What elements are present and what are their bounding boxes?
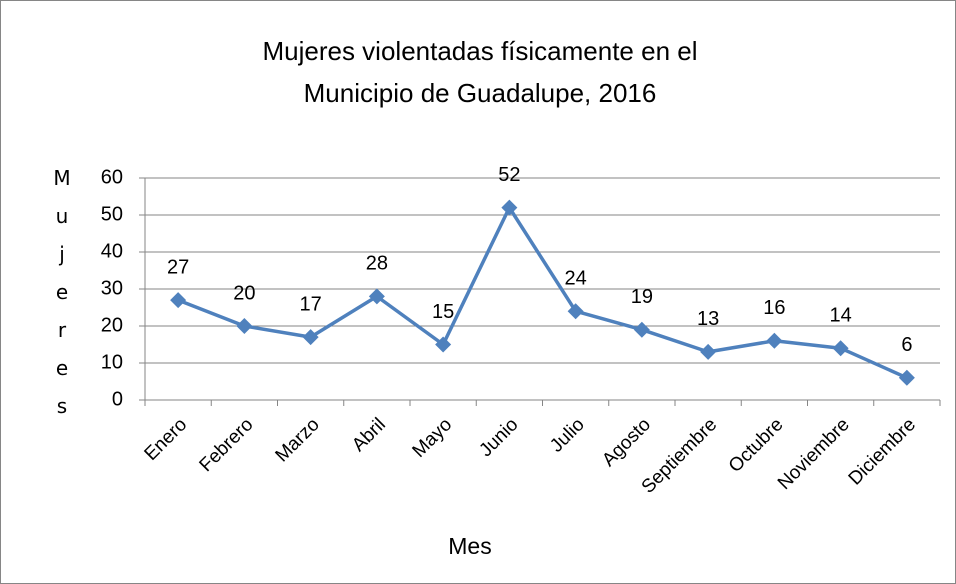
y-tick-label: 0	[112, 388, 123, 410]
x-axis-label: Mes	[448, 533, 491, 559]
x-tick-label: Octubre	[725, 414, 788, 477]
x-tick-label: Marzo	[272, 414, 324, 466]
data-label: 6	[901, 334, 912, 356]
data-point	[633, 321, 650, 338]
y-tick-label: 50	[101, 203, 123, 225]
data-point	[700, 343, 717, 360]
x-tick-label: Agosto	[598, 414, 655, 471]
data-point	[567, 303, 584, 320]
data-point	[501, 199, 518, 216]
chart-title: Mujeres violentadas físicamente en el Mu…	[262, 36, 698, 108]
data-label: 52	[498, 164, 520, 186]
data-point	[766, 332, 783, 349]
data-point	[236, 318, 253, 334]
x-tick-label: Mayo	[408, 414, 456, 462]
x-tick-label: Julio	[546, 414, 588, 456]
data-point	[832, 340, 849, 357]
data-point	[368, 288, 385, 305]
y-tick-label: 30	[101, 277, 123, 299]
data-label: 13	[697, 308, 719, 330]
y-tick-label: 10	[101, 351, 123, 373]
data-label: 16	[763, 297, 785, 319]
data-label: 27	[167, 256, 189, 278]
x-tick-label: Abril	[348, 414, 390, 456]
x-tick-label: Enero	[141, 414, 192, 465]
data-label: 24	[565, 267, 587, 289]
data-label: 14	[830, 304, 852, 326]
data-point	[435, 336, 452, 353]
data-label: 28	[366, 253, 388, 275]
data-label: 17	[300, 293, 322, 315]
data-label: 20	[233, 282, 255, 304]
y-tick-label: 40	[101, 240, 123, 262]
x-tick-label: Junio	[475, 414, 522, 461]
x-tick-label: Febrero	[196, 414, 258, 476]
data-label: 15	[432, 301, 454, 323]
y-tick-label: 20	[101, 314, 123, 336]
data-point	[302, 329, 319, 346]
data-point	[170, 292, 187, 309]
data-label: 19	[631, 286, 653, 308]
y-axis-label: Mujeres	[50, 166, 74, 432]
x-tick-label: Diciembre	[845, 414, 920, 489]
x-tick-label: Noviembre	[774, 414, 854, 494]
y-tick-label: 60	[101, 166, 123, 188]
series-line	[177, 205, 908, 380]
data-point	[898, 369, 915, 386]
